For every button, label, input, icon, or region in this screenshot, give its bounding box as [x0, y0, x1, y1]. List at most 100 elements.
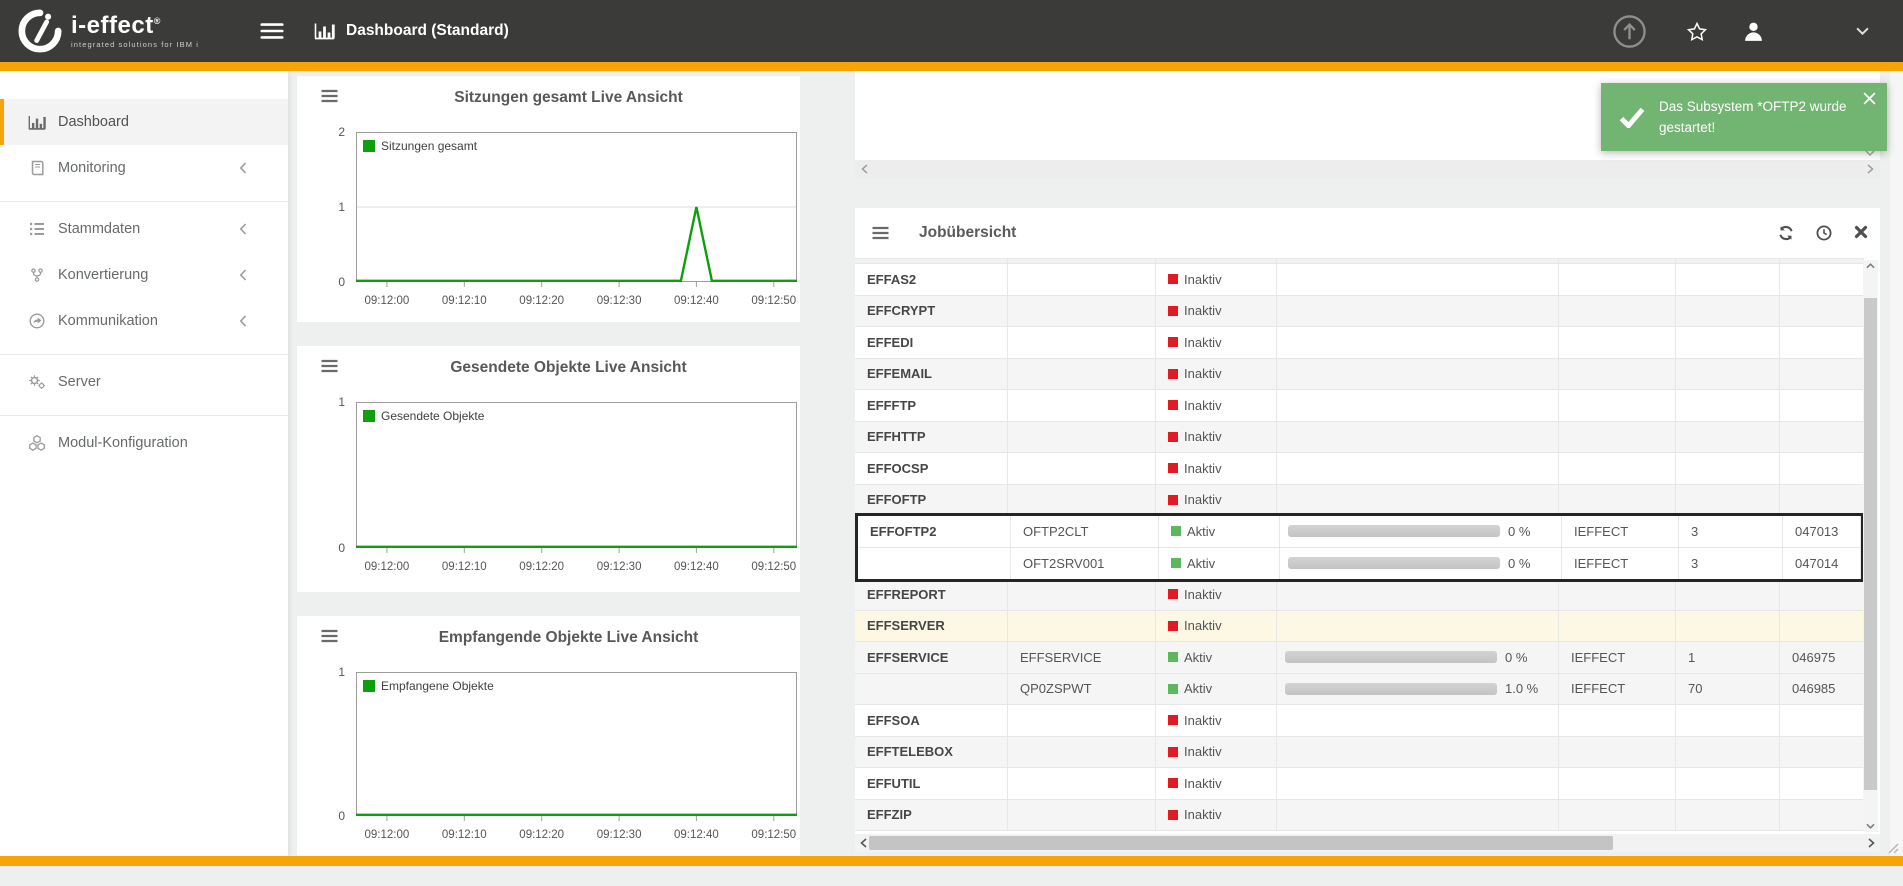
toast-close-icon[interactable] — [1862, 91, 1877, 106]
scroll-down-icon[interactable] — [1866, 823, 1875, 829]
job-number: 047013 — [1795, 524, 1838, 539]
resize-corner-icon[interactable] — [1887, 842, 1899, 854]
cell-status: Inaktiv — [1156, 359, 1277, 390]
table-row-effserver[interactable]: EFFSERVERInaktiv — [855, 611, 1864, 643]
cell-user — [1559, 359, 1676, 390]
table-row-effoftp[interactable]: EFFOFTPInaktiv — [855, 485, 1864, 517]
cell-subsystem — [858, 548, 1011, 580]
table-row-effemail[interactable]: EFFEMAILInaktiv — [855, 359, 1864, 391]
cell-count — [1676, 800, 1780, 831]
status-inactive-icon — [1168, 463, 1178, 473]
cell-jobnumber — [1780, 327, 1864, 358]
cell-cpu — [1277, 453, 1559, 484]
table-row-effutil[interactable]: EFFUTILInaktiv — [855, 768, 1864, 800]
chart-title: Sitzungen gesamt Live Ansicht — [357, 89, 780, 107]
sidebar-item-server[interactable]: Server — [0, 359, 288, 405]
sidebar-item-label: Dashboard — [58, 114, 129, 130]
thread-count: 1 — [1688, 650, 1695, 665]
cell-cpu — [1277, 264, 1559, 295]
job-name: QP0ZSPWT — [1020, 681, 1092, 696]
cell-status: Inaktiv — [1156, 422, 1277, 453]
status-inactive-icon — [1168, 715, 1178, 725]
widget-menu-icon[interactable] — [871, 226, 890, 240]
chevron-left-icon — [233, 223, 253, 235]
selected-rows-highlight-box: EFFOFTP2OFTP2CLTAktiv0 %IEFFECT3047013OF… — [855, 513, 1864, 582]
close-icon[interactable] — [1854, 225, 1868, 241]
sidebar-item-kommunikation[interactable]: Kommunikation — [0, 298, 288, 344]
sidebar-item-modul-konfiguration[interactable]: Modul-Konfiguration — [0, 420, 288, 466]
cell-user — [1559, 800, 1676, 831]
sidebar-item-monitoring[interactable]: Monitoring — [0, 145, 288, 191]
table-row-oft2srv001[interactable]: OFT2SRV001Aktiv0 %IEFFECT3047014 — [858, 548, 1861, 580]
table-row-effftp[interactable]: EFFFTPInaktiv — [855, 390, 1864, 422]
widget-menu-icon[interactable] — [320, 629, 339, 643]
sidebar-group: Dashboard Monitoring — [0, 95, 288, 202]
cell-count — [1676, 422, 1780, 453]
vscroll-thumb[interactable] — [1864, 298, 1877, 790]
table-row-effocsp[interactable]: EFFOCSP Inaktiv — [855, 453, 1864, 485]
sidebar-item-dashboard[interactable]: Dashboard — [0, 99, 288, 145]
table-row-effcrypt[interactable]: EFFCRYPTInaktiv — [855, 296, 1864, 328]
scroll-left-icon[interactable] — [860, 838, 867, 848]
widget-menu-icon[interactable] — [320, 89, 339, 103]
job-table-vscrollbar[interactable] — [1863, 260, 1878, 832]
scroll-right-icon[interactable] — [1867, 164, 1874, 174]
cell-subsystem: EFFOFTP — [855, 485, 1008, 516]
chevron-down-icon[interactable] — [1856, 27, 1869, 35]
cell-jobname — [1008, 422, 1156, 453]
sidebar-item-label: Kommunikation — [58, 313, 158, 329]
cell-jobname: EFFSERVICE — [1008, 642, 1156, 673]
job-number: 047014 — [1795, 556, 1838, 571]
table-row-effhttp[interactable]: EFFHTTPInaktiv — [855, 422, 1864, 454]
status-badge: Inaktiv — [1184, 461, 1222, 476]
x-axis-tick: 09:12:50 — [751, 829, 796, 841]
table-row-effreport[interactable]: EFFREPORTInaktiv — [855, 579, 1864, 611]
page-title-text: Dashboard (Standard) — [346, 22, 509, 40]
subsystem-name: EFFOCSP — [867, 461, 928, 476]
sidebar-item-konvertierung[interactable]: Konvertierung — [0, 252, 288, 298]
clock-icon[interactable] — [1816, 225, 1832, 241]
top-panel-hscrollbar[interactable] — [855, 160, 1880, 178]
table-row-effsoa[interactable]: EFFSOAInaktiv — [855, 705, 1864, 737]
widget-menu-icon[interactable] — [320, 359, 339, 373]
sidebar-item-label: Konvertierung — [58, 267, 148, 283]
sidebar-group: Stammdaten Konvertierung Kommunikation — [0, 202, 288, 355]
favorite-star-icon[interactable] — [1687, 22, 1707, 41]
refresh-icon[interactable] — [1778, 225, 1794, 241]
subsystem-name: EFFREPORT — [867, 587, 946, 602]
cell-user — [1559, 390, 1676, 421]
cell-count — [1676, 359, 1780, 390]
cell-jobname — [1008, 390, 1156, 421]
upload-circle-icon[interactable] — [1612, 14, 1647, 49]
table-row-effas2[interactable]: EFFAS2Inaktiv — [855, 264, 1864, 296]
cell-subsystem: EFFSERVICE — [855, 642, 1008, 673]
page-scrollbar-area[interactable] — [1890, 71, 1903, 856]
cell-jobname: OFTP2CLT — [1011, 516, 1159, 547]
chart-bars-icon — [27, 115, 47, 130]
sidebar-item-stammdaten[interactable]: Stammdaten — [0, 206, 288, 252]
table-cell — [1780, 259, 1864, 263]
sidebar-toggle-icon[interactable] — [260, 22, 284, 40]
x-axis-labels: 09:12:0009:12:1009:12:2009:12:3009:12:40… — [356, 561, 797, 576]
table-row-qp0zspwt[interactable]: QP0ZSPWTAktiv1.0 %IEFFECT70046985 — [855, 674, 1864, 706]
subsystem-name: EFFTELEBOX — [867, 744, 953, 759]
table-row-effzip[interactable]: EFFZIPInaktiv — [855, 800, 1864, 832]
job-table-hscrollbar[interactable] — [855, 834, 1880, 852]
user-icon[interactable] — [1743, 21, 1764, 42]
scroll-right-icon[interactable] — [1868, 838, 1875, 848]
table-row-effservice[interactable]: EFFSERVICEEFFSERVICEAktiv0 %IEFFECT10469… — [855, 642, 1864, 674]
cell-jobnumber: 046985 — [1780, 674, 1864, 705]
legend-label: Gesendete Objekte — [381, 409, 484, 423]
cell-cpu — [1277, 485, 1559, 516]
table-row-effedi[interactable]: EFFEDIInaktiv — [855, 327, 1864, 359]
cell-jobname — [1008, 768, 1156, 799]
table-row-effoftp2[interactable]: EFFOFTP2OFTP2CLTAktiv0 %IEFFECT3047013 — [858, 516, 1861, 548]
scroll-left-icon[interactable] — [861, 164, 868, 174]
scroll-up-icon[interactable] — [1866, 263, 1875, 269]
hscroll-thumb[interactable] — [869, 836, 1613, 850]
cell-jobname — [1008, 611, 1156, 642]
status-badge: Aktiv — [1187, 524, 1215, 539]
cell-user — [1559, 737, 1676, 768]
table-row-efftelebox[interactable]: EFFTELEBOXInaktiv — [855, 737, 1864, 769]
sidebar-group: Server — [0, 355, 288, 416]
